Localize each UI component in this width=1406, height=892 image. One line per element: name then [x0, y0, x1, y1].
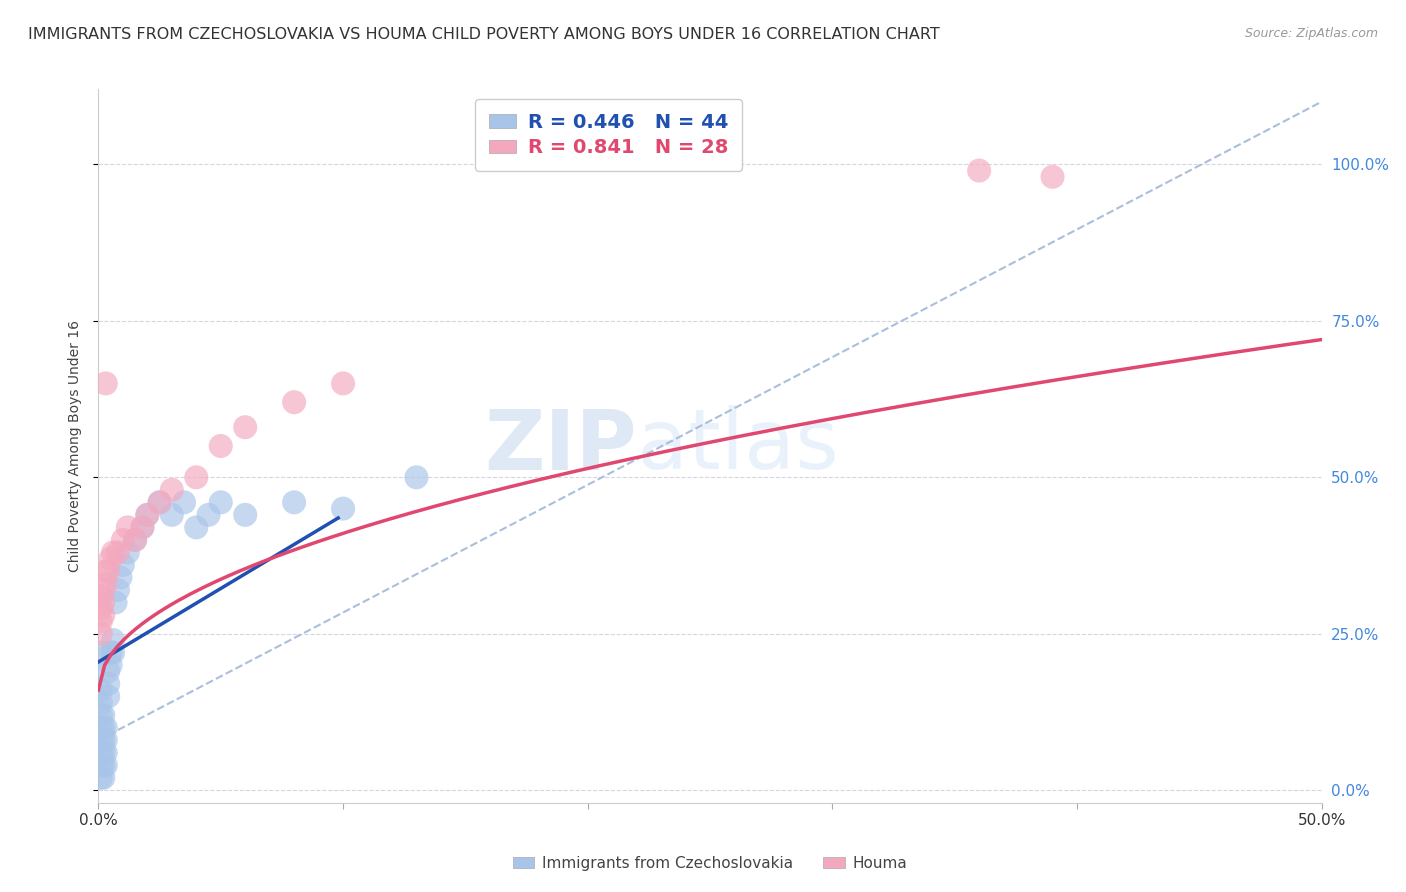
- Legend: Immigrants from Czechoslovakia, Houma: Immigrants from Czechoslovakia, Houma: [506, 850, 914, 877]
- Point: [97, 690, 120, 704]
- Point: [94, 564, 117, 578]
- Point: [90, 589, 112, 603]
- Text: Source: ZipAtlas.com: Source: ZipAtlas.com: [1244, 27, 1378, 40]
- Point: [101, 646, 124, 660]
- Point: [90, 601, 112, 615]
- Point: [97, 564, 120, 578]
- Point: [283, 495, 305, 509]
- Point: [209, 439, 232, 453]
- Point: [160, 508, 183, 522]
- Point: [94, 758, 117, 772]
- Point: [90, 708, 112, 723]
- Point: [111, 533, 134, 547]
- Point: [100, 551, 122, 566]
- Point: [110, 570, 132, 584]
- Point: [117, 520, 139, 534]
- Text: ZIP: ZIP: [484, 406, 637, 486]
- Point: [90, 627, 112, 641]
- Point: [90, 758, 112, 772]
- Point: [124, 533, 146, 547]
- Point: [100, 658, 122, 673]
- Point: [136, 508, 159, 522]
- Point: [967, 163, 990, 178]
- Point: [131, 520, 153, 534]
- Point: [405, 470, 427, 484]
- Point: [100, 646, 122, 660]
- Text: IMMIGRANTS FROM CZECHOSLOVAKIA VS HOUMA CHILD POVERTY AMONG BOYS UNDER 16 CORREL: IMMIGRANTS FROM CZECHOSLOVAKIA VS HOUMA …: [28, 27, 939, 42]
- Point: [90, 614, 112, 628]
- Point: [94, 576, 117, 591]
- Point: [149, 495, 172, 509]
- Point: [131, 520, 153, 534]
- Point: [283, 395, 305, 409]
- Text: atlas: atlas: [637, 406, 838, 486]
- Point: [332, 376, 354, 391]
- Point: [149, 495, 172, 509]
- Point: [94, 376, 117, 391]
- Point: [124, 533, 146, 547]
- Point: [186, 520, 208, 534]
- Point: [101, 545, 124, 559]
- Point: [97, 665, 120, 679]
- Point: [91, 746, 114, 760]
- Point: [91, 733, 114, 747]
- Point: [107, 582, 129, 597]
- Point: [90, 646, 112, 660]
- Point: [332, 501, 354, 516]
- Point: [91, 758, 114, 772]
- Point: [90, 733, 112, 747]
- Point: [97, 677, 120, 691]
- Point: [173, 495, 195, 509]
- Point: [94, 733, 117, 747]
- Point: [117, 545, 139, 559]
- Point: [209, 495, 232, 509]
- Point: [91, 582, 114, 597]
- Point: [91, 607, 114, 622]
- Point: [160, 483, 183, 497]
- Point: [1042, 169, 1064, 184]
- Point: [90, 746, 112, 760]
- Point: [101, 633, 124, 648]
- Point: [90, 683, 112, 698]
- Point: [107, 545, 129, 559]
- Point: [136, 508, 159, 522]
- Point: [91, 771, 114, 785]
- Point: [91, 721, 114, 735]
- Point: [233, 420, 256, 434]
- Point: [94, 746, 117, 760]
- Point: [90, 696, 112, 710]
- Point: [94, 721, 117, 735]
- Point: [111, 558, 134, 572]
- Point: [91, 708, 114, 723]
- Point: [90, 721, 112, 735]
- Point: [233, 508, 256, 522]
- Point: [186, 470, 208, 484]
- Point: [104, 595, 127, 609]
- Point: [197, 508, 219, 522]
- Point: [90, 771, 112, 785]
- Y-axis label: Child Poverty Among Boys Under 16: Child Poverty Among Boys Under 16: [67, 320, 82, 572]
- Point: [91, 595, 114, 609]
